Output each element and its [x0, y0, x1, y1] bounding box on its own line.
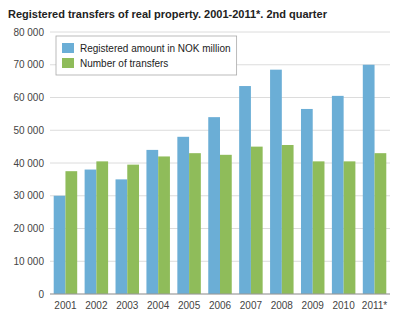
grid: [50, 32, 390, 294]
legend: Registered amount in NOK million Number o…: [56, 36, 237, 75]
bar: [146, 150, 158, 294]
x-tick-label: 2001: [54, 300, 77, 311]
legend-swatch: [62, 58, 74, 68]
bar: [251, 147, 263, 294]
y-tick-label: 80 000: [13, 27, 44, 38]
bars: [54, 65, 387, 294]
bar: [158, 156, 170, 294]
bar: [282, 145, 294, 294]
bar: [220, 155, 232, 294]
y-tick-label: 40 000: [13, 158, 44, 169]
x-tick-label: 2007: [240, 300, 263, 311]
bar: [177, 137, 189, 294]
y-tick-label: 60 000: [13, 92, 44, 103]
y-tick-label: 0: [38, 289, 44, 300]
x-axis-line: [50, 294, 390, 295]
y-tick-label: 30 000: [13, 190, 44, 201]
x-tick-label: 2010: [333, 300, 356, 311]
bar: [189, 153, 201, 294]
bar: [127, 165, 139, 294]
y-tick-label: 10 000: [13, 256, 44, 267]
x-tick-label: 2006: [209, 300, 232, 311]
bar: [313, 161, 325, 294]
bar: [301, 109, 313, 294]
bar: [270, 70, 282, 294]
x-tick-label: 2011*: [362, 300, 388, 311]
bar: [65, 171, 77, 294]
grid-line: [50, 32, 390, 33]
bar: [96, 161, 108, 294]
y-tick-label: 20 000: [13, 223, 44, 234]
bar: [332, 96, 344, 294]
y-tick-label: 50 000: [13, 125, 44, 136]
x-tick-label: 2005: [178, 300, 201, 311]
bar: [344, 161, 356, 294]
legend-label: Number of transfers: [80, 58, 168, 69]
bar: [54, 196, 66, 294]
x-tick-label: 2004: [147, 300, 170, 311]
x-tick-label: 2003: [116, 300, 139, 311]
legend-box: [56, 36, 237, 75]
x-tick-label: 2002: [85, 300, 108, 311]
bar: [363, 65, 375, 294]
title: Registered transfers of real property. 2…: [8, 8, 328, 20]
bar: [208, 117, 220, 294]
bar: [375, 153, 387, 294]
legend-label: Registered amount in NOK million: [80, 43, 231, 54]
x-tick-label: 2009: [302, 300, 325, 311]
chart: Registered transfers of real property. 2…: [0, 0, 400, 320]
bar: [239, 86, 251, 294]
bar: [116, 179, 128, 294]
bar: [85, 170, 97, 294]
grid-line: [50, 294, 390, 295]
x-tick-label: 2008: [271, 300, 294, 311]
legend-swatch: [62, 43, 74, 53]
y-tick-label: 70 000: [13, 59, 44, 70]
